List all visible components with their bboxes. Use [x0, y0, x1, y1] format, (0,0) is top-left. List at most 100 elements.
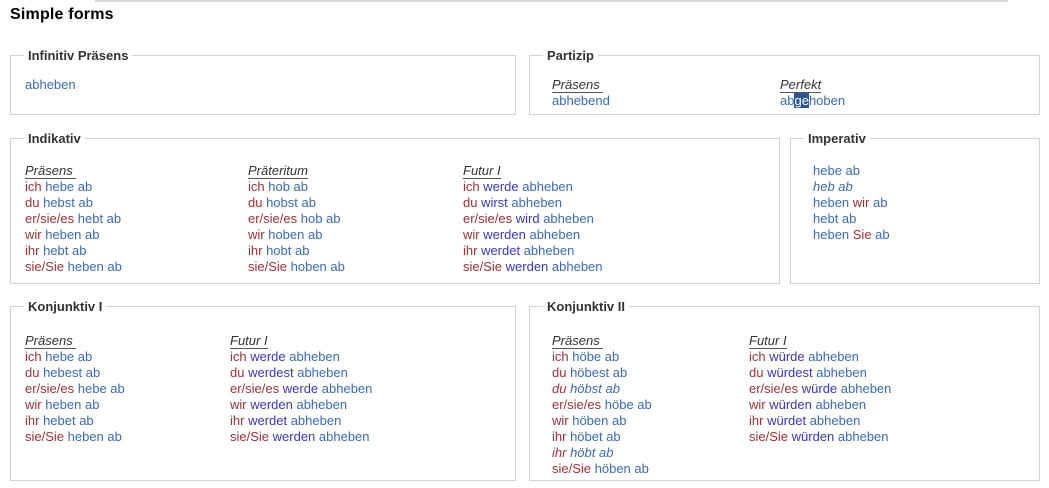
auxiliary-verb-text: werde	[483, 179, 519, 194]
verb-text: hebt ab	[77, 211, 122, 226]
conjugation-row: er/sie/es hebt ab	[25, 211, 248, 227]
auxiliary-verb-text: würdet	[767, 413, 807, 428]
verb-text: hebst ab	[43, 195, 93, 210]
auxiliary-verb-text: werden	[505, 259, 549, 274]
pronoun-text: wir	[852, 195, 870, 210]
auxiliary-verb-text: werden	[272, 429, 316, 444]
pronoun-text: er/sie/es	[25, 381, 78, 396]
conjugation-row: ihr höbt ab	[552, 445, 749, 461]
auxiliary-verb-text: werde	[282, 381, 319, 396]
pronoun-text: ihr	[230, 413, 249, 428]
conjugation-row: heb ab	[813, 179, 890, 195]
conjugation-row: ihr würdet abheben	[749, 413, 891, 429]
auxiliary-verb-text: wird	[515, 211, 540, 226]
verb-text: heb ab	[813, 179, 853, 194]
verb-text: hobt ab	[266, 243, 310, 258]
conjugation-row: ihr höbet ab	[552, 429, 749, 445]
conjugation-row: er/sie/es würde abheben	[749, 381, 891, 397]
verb-text: heben ab	[45, 227, 100, 242]
verb-text: abheben	[811, 397, 867, 412]
tense-column: Präsens ich hebe ab du hebst ab er/sie/es …	[25, 163, 248, 275]
pronoun-text: er/sie/es	[749, 381, 802, 396]
auxiliary-verb-text: werdet	[248, 413, 288, 428]
auxiliary-verb-text: würden	[791, 429, 835, 444]
verb-text: abheben	[287, 413, 342, 428]
conjugation-row: wir würden abheben	[749, 397, 891, 413]
pronoun-text: ich	[749, 349, 770, 364]
tense-column: Perfekt abgehoben	[780, 77, 845, 109]
conjugation-row: sie/Sie heben ab	[25, 429, 230, 445]
verb-text: heben	[813, 195, 853, 210]
pronoun-text: wir	[248, 227, 269, 242]
verb-text: hebt ab	[813, 211, 857, 226]
verb-text: ab	[871, 227, 890, 242]
pronoun-text: sie/Sie	[230, 429, 273, 444]
verb-text: hebt ab	[43, 243, 87, 258]
tense-heading: Präsens	[552, 77, 604, 93]
verb-text: hoben ab	[268, 227, 323, 242]
verb-text: abheben	[518, 179, 573, 194]
conjugation-row: sie/Sie würden abheben	[749, 429, 891, 445]
pronoun-text: ihr	[25, 243, 44, 258]
verb-text: abheben	[293, 365, 348, 380]
conjugation-row: ihr werdet abheben	[230, 413, 372, 429]
verb-text: ab	[869, 195, 888, 210]
pronoun-text: Sie	[852, 227, 872, 242]
conjugation-row: wir heben ab	[25, 397, 230, 413]
verb-text: abheben	[315, 429, 370, 444]
fieldset-imperativ: Imperativ hebe ab heb ab heben wir ab hebt …	[790, 131, 1040, 284]
verb-text: hebe ab	[45, 349, 93, 364]
verb-text: abheben	[804, 349, 859, 364]
pronoun-text: du	[25, 365, 44, 380]
verb-text: abheben	[318, 381, 373, 396]
pronoun-text: du	[230, 365, 249, 380]
tense-heading: Präsens	[25, 163, 77, 179]
verb-text: hebe ab	[813, 163, 860, 178]
verb-text: hebet ab	[43, 413, 94, 428]
verb-text: ab	[780, 93, 795, 108]
conjugation-row: ich würde abheben	[749, 349, 891, 365]
pronoun-text: du	[749, 365, 768, 380]
auxiliary-verb-text: wirst	[481, 195, 508, 210]
pronoun-text: ich	[552, 349, 573, 364]
verb-text: höben ab	[572, 413, 627, 428]
pronoun-text: ihr	[552, 429, 571, 444]
pronoun-text: du	[552, 381, 571, 396]
conjugation-row: du würdest abheben	[749, 365, 891, 381]
verb-text: höben ab	[594, 461, 649, 476]
conjugation-row: ich hob ab	[248, 179, 463, 195]
pronoun-text: er/sie/es	[25, 211, 78, 226]
conjugation-row: ihr hobt ab	[248, 243, 463, 259]
conjugation-row: ich höbe ab	[552, 349, 749, 365]
verb-text: höbe ab	[572, 349, 620, 364]
auxiliary-verb-text: würde	[769, 349, 805, 364]
verb-text: abheben	[806, 413, 861, 428]
verb-text: hob ab	[268, 179, 308, 194]
verb-text: abheben	[507, 195, 563, 210]
verb-text: abheben	[292, 397, 348, 412]
verb-text: hoben	[808, 93, 846, 108]
auxiliary-verb-text: werde	[250, 349, 286, 364]
pronoun-text: wir	[749, 397, 770, 412]
auxiliary-verb-text: werden	[483, 227, 526, 242]
pronoun-text: sie/Sie	[25, 259, 68, 274]
pronoun-text: du	[248, 195, 267, 210]
pronoun-text: wir	[25, 227, 46, 242]
fieldset-legend: Partizip	[543, 48, 598, 63]
pronoun-text: er/sie/es	[230, 381, 283, 396]
conjugation-columns: Präsens ich hebe ab du hebest ab er/sie/es…	[11, 307, 515, 445]
conjugation-row: hebe ab	[813, 163, 890, 179]
pronoun-text: ich	[248, 179, 269, 194]
conjugation-row: du hebst ab	[25, 195, 248, 211]
conjugation-row: abheben	[25, 77, 76, 93]
conjugation-row: du werdest abheben	[230, 365, 372, 381]
conjugation-columns: abheben	[11, 56, 515, 93]
pronoun-text: er/sie/es	[552, 397, 605, 412]
pronoun-text: sie/Sie	[552, 461, 595, 476]
fieldset-konjunktiv-1: Konjunktiv I Präsens ich hebe ab du hebes…	[10, 299, 516, 481]
verb-text: abheben	[548, 259, 603, 274]
selected-ge-highlight: ge	[794, 93, 809, 108]
conjugation-row: ich werde abheben	[463, 179, 603, 195]
